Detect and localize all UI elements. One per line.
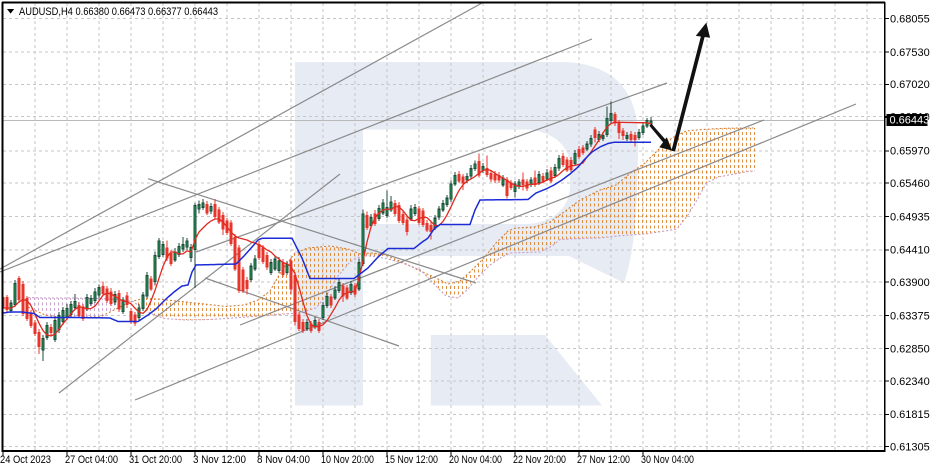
svg-text:0.67530: 0.67530	[890, 47, 930, 59]
svg-text:27 Oct 04:00: 27 Oct 04:00	[65, 454, 118, 466]
svg-text:0.65460: 0.65460	[890, 178, 930, 190]
svg-text:0.64410: 0.64410	[890, 245, 930, 257]
svg-text:AUDUSD,H4 0.66380 0.66473 0.6: AUDUSD,H4 0.66380 0.66473 0.66377 0.6644…	[19, 6, 218, 18]
svg-text:22 Nov 20:00: 22 Nov 20:00	[513, 454, 566, 466]
svg-text:31 Oct 20:00: 31 Oct 20:00	[129, 454, 182, 466]
svg-text:10 Nov 20:00: 10 Nov 20:00	[321, 454, 374, 466]
svg-text:0.61305: 0.61305	[890, 442, 930, 454]
svg-text:3 Nov 12:00: 3 Nov 12:00	[193, 454, 246, 466]
svg-text:8 Nov 04:00: 8 Nov 04:00	[257, 454, 310, 466]
svg-text:0.67020: 0.67020	[890, 79, 930, 91]
svg-text:24 Oct 2023: 24 Oct 2023	[0, 454, 51, 466]
svg-text:27 Nov 12:00: 27 Nov 12:00	[577, 454, 630, 466]
svg-text:0.63375: 0.63375	[890, 310, 930, 322]
svg-text:30 Nov 04:00: 30 Nov 04:00	[641, 454, 694, 466]
svg-text:15 Nov 12:00: 15 Nov 12:00	[385, 454, 438, 466]
svg-text:0.65970: 0.65970	[890, 146, 930, 158]
svg-text:0.62850: 0.62850	[890, 344, 930, 356]
svg-text:0.68055: 0.68055	[890, 14, 930, 26]
svg-text:20 Nov 04:00: 20 Nov 04:00	[449, 454, 502, 466]
svg-text:0.63900: 0.63900	[890, 277, 930, 289]
svg-text:0.66443: 0.66443	[890, 115, 930, 127]
svg-text:0.62340: 0.62340	[890, 376, 930, 388]
svg-text:0.64935: 0.64935	[890, 211, 930, 223]
svg-text:0.61815: 0.61815	[890, 409, 930, 421]
